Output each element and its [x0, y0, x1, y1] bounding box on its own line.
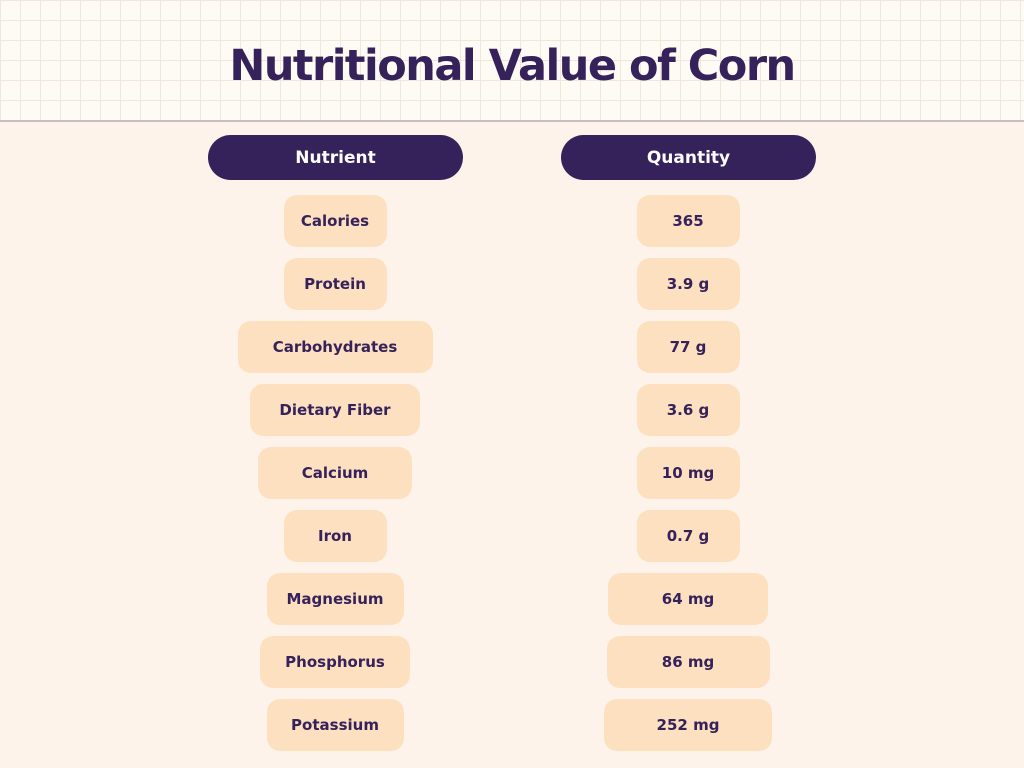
quantity-cell: 77 g	[636, 321, 740, 373]
nutrient-cell: Potassium	[266, 699, 404, 751]
quantity-cell: 3.6 g	[636, 384, 740, 436]
quantity-cell: 252 mg	[604, 699, 772, 751]
quantity-cell: 64 mg	[608, 573, 768, 625]
header-banner: Nutritional Value of Corn	[0, 0, 1024, 122]
nutrient-cell: Carbohydrates	[237, 321, 433, 373]
nutrient-cell: Magnesium	[266, 573, 404, 625]
quantity-cell: 0.7 g	[636, 510, 740, 562]
nutrient-cell: Protein	[283, 258, 387, 310]
quantity-cell: 86 mg	[606, 636, 770, 688]
quantity-cell: 3.9 g	[636, 258, 740, 310]
nutrient-cell: Iron	[283, 510, 387, 562]
page-title: Nutritional Value of Corn	[229, 41, 796, 91]
quantity-cell: 10 mg	[636, 447, 740, 499]
nutrient-cell: Calcium	[258, 447, 412, 499]
nutrient-cell: Calories	[283, 195, 387, 247]
quantity-cell: 365	[636, 195, 740, 247]
nutrient-cell: Dietary Fiber	[250, 384, 420, 436]
nutrient-cell: Phosphorus	[260, 636, 410, 688]
quantity-column-header: Quantity	[561, 135, 816, 180]
nutrient-column-header: Nutrient	[208, 135, 463, 180]
